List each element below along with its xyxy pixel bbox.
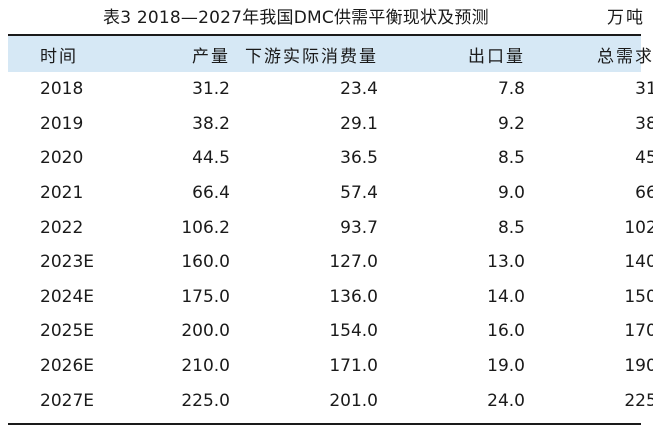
table-row: 2022 106.2 93.7 8.5 102.2 <box>8 210 653 245</box>
cell-export: 8.5 <box>497 217 525 238</box>
cell-total-demand: 102.2 <box>624 217 653 238</box>
cell-export: 9.2 <box>497 113 525 134</box>
header-production: 产量 <box>192 46 230 67</box>
cell-consumption: 23.4 <box>340 79 378 100</box>
cell-year: 2019 <box>40 113 84 134</box>
cell-year: 2018 <box>40 79 84 100</box>
bottom-rule <box>8 423 641 425</box>
table-row: 2019 38.2 29.1 9.2 38.3 <box>8 107 653 142</box>
table-row: 2018 31.2 23.4 7.8 31.2 <box>8 72 653 107</box>
table-row: 2025E 200.0 154.0 16.0 170.0 <box>8 314 653 349</box>
cell-total-demand: 38.3 <box>635 113 653 134</box>
cell-total-demand: 45.0 <box>635 148 653 169</box>
cell-total-demand: 66.4 <box>635 183 653 204</box>
cell-consumption: 93.7 <box>340 217 378 238</box>
header-year: 时间 <box>40 46 78 67</box>
cell-year: 2024E <box>40 286 95 307</box>
table-row: 2026E 210.0 171.0 19.0 190.0 <box>8 349 653 384</box>
cell-production: 31.2 <box>192 79 230 100</box>
cell-total-demand: 225.0 <box>624 390 653 411</box>
cell-consumption: 57.4 <box>340 183 378 204</box>
table-caption: 表3 2018—2027年我国DMC供需平衡现状及预测 万吨 <box>0 4 653 32</box>
cell-year: 2025E <box>40 321 95 342</box>
cell-export: 19.0 <box>487 356 525 377</box>
cell-consumption: 171.0 <box>329 356 378 377</box>
cell-total-demand: 190.0 <box>624 356 653 377</box>
cell-total-demand: 170.0 <box>624 321 653 342</box>
cell-production: 66.4 <box>192 183 230 204</box>
header-consumption: 下游实际消费量 <box>245 46 378 67</box>
table-row: 2023E 160.0 127.0 13.0 140.0 <box>8 245 653 280</box>
header-export: 出口量 <box>468 46 525 67</box>
top-rule <box>8 34 641 36</box>
cell-total-demand: 150.0 <box>624 286 653 307</box>
cell-year: 2020 <box>40 148 84 169</box>
cell-total-demand: 31.2 <box>635 79 653 100</box>
table-title: 表3 2018—2027年我国DMC供需平衡现状及预测 <box>103 8 489 28</box>
table-row: 2021 66.4 57.4 9.0 66.4 <box>8 176 653 211</box>
cell-production: 200.0 <box>181 321 230 342</box>
cell-export: 9.0 <box>497 183 525 204</box>
cell-production: 175.0 <box>181 286 230 307</box>
cell-export: 14.0 <box>487 286 525 307</box>
cell-export: 16.0 <box>487 321 525 342</box>
cell-year: 2027E <box>40 390 95 411</box>
header-row: 时间 产量 下游实际消费量 出口量 总需求量 <box>8 36 653 72</box>
cell-consumption: 36.5 <box>340 148 378 169</box>
cell-production: 44.5 <box>192 148 230 169</box>
header-band <box>8 36 641 72</box>
cell-export: 7.8 <box>497 79 525 100</box>
cell-consumption: 201.0 <box>329 390 378 411</box>
cell-year: 2022 <box>40 217 84 238</box>
cell-total-demand: 140.0 <box>624 252 653 273</box>
cell-production: 160.0 <box>181 252 230 273</box>
supply-demand-table: 时间 产量 下游实际消费量 出口量 总需求量 2018 31.2 23.4 7.… <box>8 36 653 418</box>
cell-production: 210.0 <box>181 356 230 377</box>
cell-year: 2023E <box>40 252 95 273</box>
table-row: 2020 44.5 36.5 8.5 45.0 <box>8 141 653 176</box>
cell-export: 24.0 <box>487 390 525 411</box>
table-row: 2027E 225.0 201.0 24.0 225.0 <box>8 383 653 418</box>
cell-year: 2021 <box>40 183 84 204</box>
cell-export: 8.5 <box>497 148 525 169</box>
cell-production: 38.2 <box>192 113 230 134</box>
cell-year: 2026E <box>40 356 95 377</box>
cell-export: 13.0 <box>487 252 525 273</box>
cell-production: 225.0 <box>181 390 230 411</box>
cell-consumption: 136.0 <box>329 286 378 307</box>
cell-consumption: 29.1 <box>340 113 378 134</box>
header-total-demand: 总需求量 <box>597 46 653 67</box>
cell-consumption: 127.0 <box>329 252 378 273</box>
unit-label: 万吨 <box>607 8 645 28</box>
cell-production: 106.2 <box>181 217 230 238</box>
table-row: 2024E 175.0 136.0 14.0 150.0 <box>8 280 653 315</box>
cell-consumption: 154.0 <box>329 321 378 342</box>
